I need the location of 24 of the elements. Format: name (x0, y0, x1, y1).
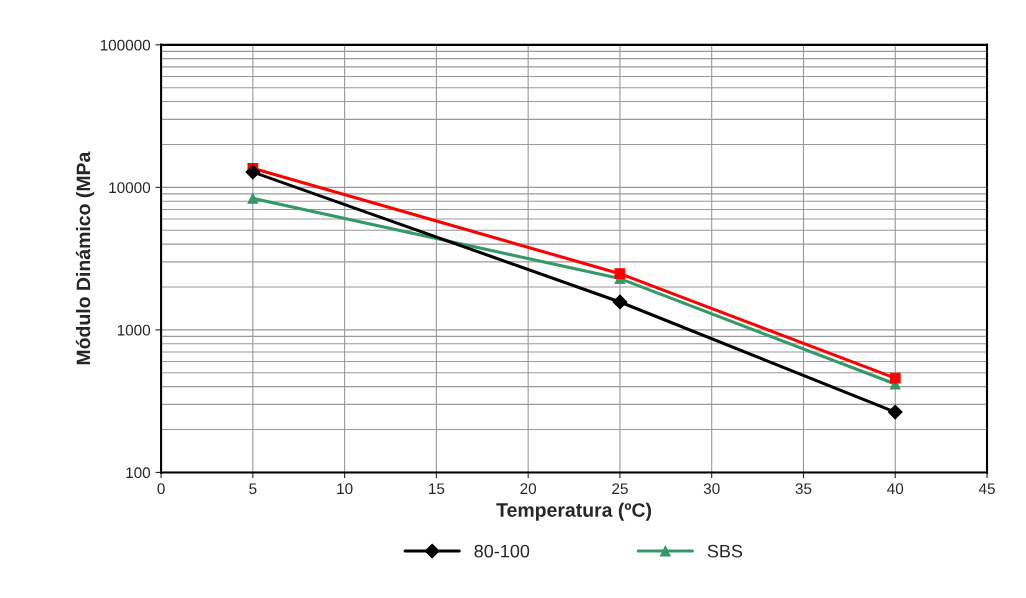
y-tick-label: 1000 (117, 324, 151, 336)
y-tick-label: 100 (126, 467, 151, 479)
x-tick-label: 5 (249, 483, 257, 495)
x-tick-label: 20 (520, 483, 537, 495)
x-tick-label: 15 (429, 483, 445, 495)
legend-label: SBS (707, 544, 743, 558)
x-tick-label: 40 (887, 483, 904, 495)
y-tick-label: 100000 (100, 39, 151, 51)
point (245, 164, 261, 180)
point (612, 294, 628, 310)
y-tick-label: 10000 (109, 182, 151, 194)
x-axis-title: Temperatura (ºC) (496, 502, 652, 521)
legend-label: 80-100 (474, 544, 530, 558)
point (614, 268, 626, 280)
x-tick-label: 25 (612, 483, 628, 495)
x-tick-label: 30 (703, 483, 720, 495)
x-tick-label: 35 (795, 483, 812, 495)
y-axis-title: Módulo Dinámico (MPa (75, 151, 95, 365)
point (889, 372, 901, 384)
x-tick-label: 0 (157, 483, 165, 495)
point (247, 193, 259, 204)
x-tick-label: 10 (337, 483, 353, 495)
x-tick-label: 45 (978, 483, 995, 495)
point (887, 404, 903, 420)
